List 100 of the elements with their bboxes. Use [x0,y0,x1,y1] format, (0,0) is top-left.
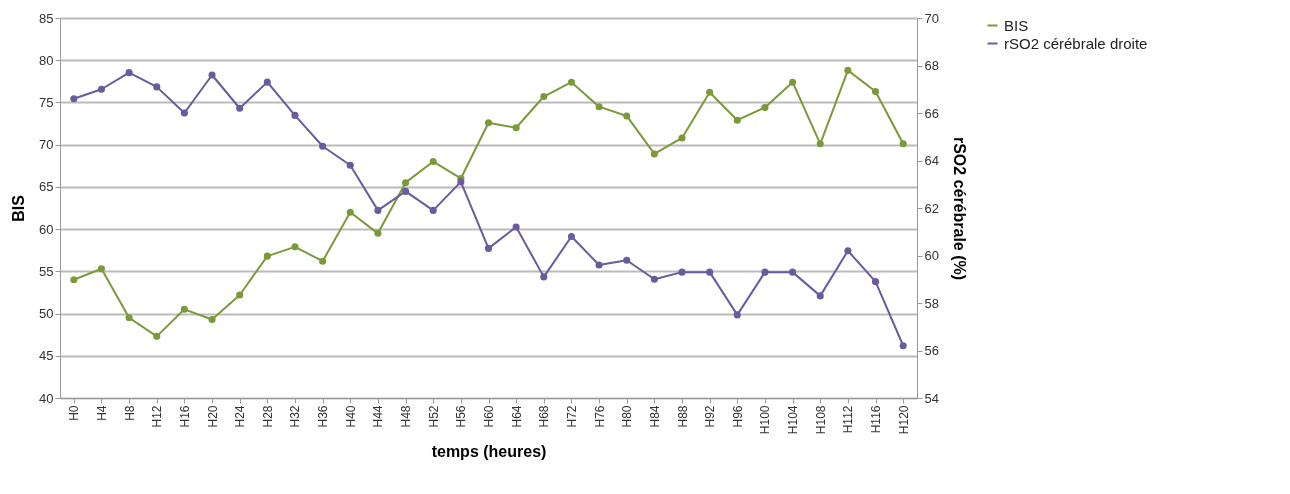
x-tick-label: H64 [509,405,524,428]
point [678,268,686,276]
x-tick-label: H84 [647,405,662,428]
x-tick-label: H116 [869,405,884,434]
x-tick-label: H4 [94,405,109,421]
y-tick-label: 45 [39,348,54,364]
point [97,85,105,93]
point [733,116,741,124]
point [374,229,382,237]
y-tick-label: 65 [39,179,54,195]
point [208,71,216,79]
point [484,244,493,252]
point [402,179,410,187]
y2-tick-label: 64 [924,153,939,168]
point [70,95,78,103]
point [374,206,382,214]
legend-label: rSO2 cérébrale droite [1004,34,1148,52]
point [484,119,493,127]
point [125,314,133,322]
x-tick-label: H88 [675,405,690,428]
x-tick-label: H72 [564,405,579,428]
point [872,87,880,95]
point [402,187,410,195]
point [706,268,714,276]
point [291,243,299,251]
point [816,292,824,300]
y-tick-label: 50 [39,306,54,322]
y2-tick-label: 62 [924,200,939,216]
x-tick-label: H76 [592,405,607,428]
y-tick-label: 75 [39,94,54,110]
x-tick-label: H56 [454,405,469,428]
point [457,178,465,186]
point [733,311,741,319]
x-tick-label: H60 [482,405,496,428]
point [153,332,161,340]
y-tick-label: 80 [39,52,54,68]
x-tick-label: H32 [288,405,303,428]
point [70,276,78,284]
point [650,150,658,158]
point [263,78,271,86]
y-tick-label: 55 [39,263,54,279]
x-tick-label: H108 [813,405,828,435]
y-tick-label: 70 [39,137,54,153]
point [844,247,852,255]
point [567,78,575,86]
y2-tick-label: 58 [924,295,939,311]
point [429,158,437,166]
point [180,109,188,117]
point [899,342,907,350]
x-axis-title: temps (heures) [431,443,547,461]
point [567,232,575,241]
x-tick-label: H80 [620,405,635,428]
point [236,291,244,299]
point [180,305,188,313]
x-tick-label: H48 [399,405,414,428]
y2-tick-label: 66 [924,105,939,121]
point [429,206,437,214]
point [623,112,631,120]
point [899,140,907,148]
y2-tick-label: 56 [924,343,939,358]
x-tick-label: H52 [426,405,441,428]
y-axis-title: BIS [10,194,28,222]
x-tick-label: H16 [177,405,192,428]
x-tick-label: H44 [371,405,386,428]
x-tick-label: H24 [233,405,248,428]
point [291,111,299,119]
point [595,103,603,111]
y2-axis-title: rSO2 cérébrale (%) [950,136,968,281]
x-tick-label: H36 [316,405,331,428]
point [208,315,216,323]
x-tick-label: H12 [150,405,165,428]
point [319,257,327,265]
x-tick-label: H96 [730,405,745,428]
point [761,268,769,276]
y2-tick-label: 60 [924,248,939,263]
x-tick-label: H40 [343,405,358,428]
point [650,275,658,283]
point [540,273,548,281]
point [678,134,686,142]
point [512,124,520,132]
point [789,78,797,86]
x-tick-label: H100 [758,405,773,435]
point [761,103,769,112]
y2-tick-label: 68 [924,58,939,73]
x-tick-label: H8 [122,405,137,421]
y-tick-label: 40 [39,390,54,406]
y2-tick-label: 70 [924,10,939,26]
x-tick-label: H20 [205,405,220,428]
y-tick-label: 60 [39,221,54,237]
point [236,104,244,112]
x-tick-label: H68 [537,405,552,428]
point [595,261,603,269]
point [816,140,824,148]
point [789,268,797,276]
x-tick-label: H120 [896,405,911,435]
x-tick-label: H104 [786,405,801,435]
legend-label: BIS [1004,16,1029,34]
point [540,93,548,101]
point [872,278,880,286]
point [153,83,161,91]
